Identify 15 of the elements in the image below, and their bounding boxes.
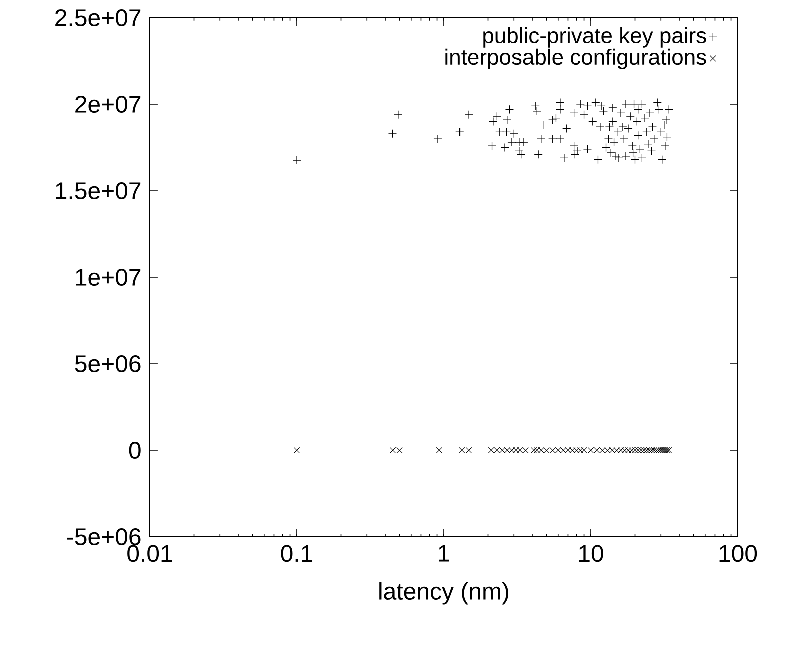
x-tick-label: 10 xyxy=(579,545,604,562)
y-tick-label: 1e+07 xyxy=(76,269,141,286)
y-tick-label: -5e+06 xyxy=(67,528,141,546)
legend-label: public-private key pairs xyxy=(484,27,706,48)
x-tick-label: 1 xyxy=(439,545,450,562)
x-axis-title: latency (nm) xyxy=(380,582,508,605)
y-tick-label: 2e+07 xyxy=(76,96,141,113)
y-tick-label: 1.5e+07 xyxy=(56,182,141,200)
x-tick-label: 0.1 xyxy=(281,545,313,562)
legend-label: interposable configurations xyxy=(446,48,706,70)
y-tick-label: 0 xyxy=(129,442,141,459)
y-tick-label: 2.5e+07 xyxy=(56,10,141,26)
x-tick-label: 100 xyxy=(720,545,758,562)
y-tick-label: 5e+06 xyxy=(75,356,141,372)
x-tick-label: 0.01 xyxy=(128,545,172,562)
